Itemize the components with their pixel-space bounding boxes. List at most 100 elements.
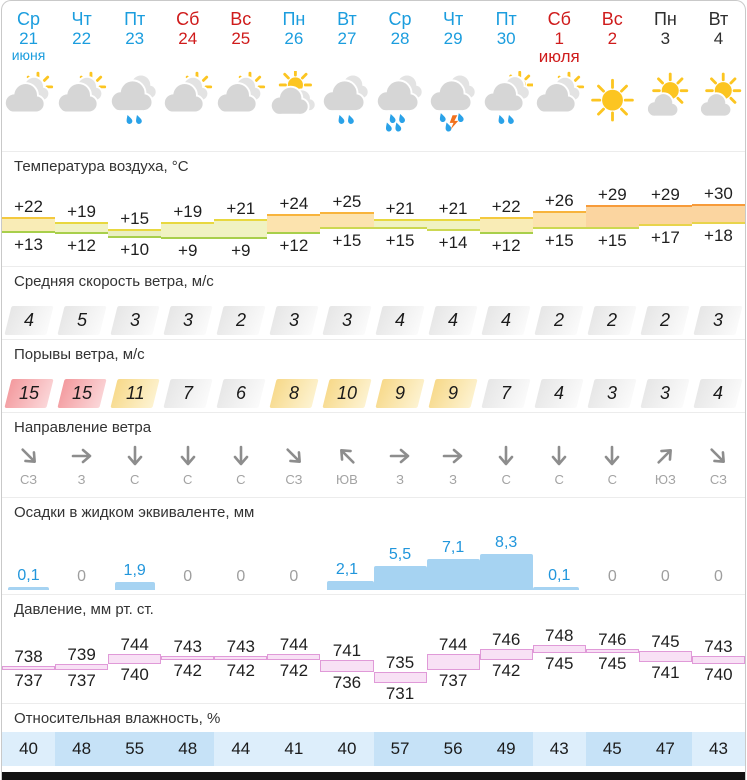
day-date: 21 bbox=[19, 29, 38, 48]
wind-direction-cell: С bbox=[214, 441, 267, 497]
wind-direction-cell: СЗ bbox=[692, 441, 745, 497]
gust-value: 3 bbox=[660, 383, 671, 403]
wind-speed-value: 2 bbox=[235, 310, 246, 330]
pressure-band-segment bbox=[2, 666, 56, 671]
precip-bar bbox=[426, 559, 480, 590]
pressure-column: 746 742 bbox=[479, 623, 533, 703]
gust-value: 15 bbox=[71, 383, 92, 403]
wind-direction-arrow-icon bbox=[586, 443, 639, 469]
temp-band-segment bbox=[585, 205, 639, 230]
day-cell[interactable]: Сб 1 июля bbox=[533, 1, 586, 66]
temperature-column: +15 +10 bbox=[108, 180, 162, 266]
gust-pill: 11 bbox=[110, 379, 160, 408]
temperature-column: +21 +15 bbox=[373, 180, 427, 266]
humidity-cell: 43 bbox=[691, 732, 745, 766]
wind-speed-cell: 2 bbox=[639, 299, 692, 335]
pressure-max: 745 bbox=[651, 632, 680, 652]
pressure-section: Давление, мм рт. ст. 738 737 739 737 744 740 7… bbox=[2, 594, 745, 703]
temp-min: +15 bbox=[332, 231, 362, 251]
precipitation-label: Осадки в жидком эквиваленте, мм bbox=[2, 497, 745, 526]
pressure-column: 738 737 bbox=[2, 623, 56, 703]
gusts-row: 15 15 11 7 6 8 10 9 9 7 4 3 3 4 bbox=[2, 368, 745, 412]
pressure-column: 744 740 bbox=[108, 623, 162, 703]
gust-pill: 8 bbox=[269, 379, 319, 408]
temp-max: +19 bbox=[173, 202, 203, 222]
precip-bar bbox=[479, 554, 533, 590]
pressure-chart: 738 737 739 737 744 740 743 742 743 742 744 742 741 7… bbox=[2, 623, 745, 703]
precip-column: 5,5 bbox=[373, 526, 427, 594]
day-name: Пт bbox=[124, 9, 146, 29]
wind-direction-label: С bbox=[236, 472, 246, 487]
day-cell[interactable]: Ср 21 июня bbox=[2, 1, 55, 63]
pressure-band-segment bbox=[426, 653, 480, 671]
humidity-section: Относительная влажность, % 40 48 55 48 44 41 4… bbox=[2, 703, 745, 766]
temp-min: +13 bbox=[14, 234, 43, 254]
temp-max: +15 bbox=[120, 209, 150, 229]
precip-value: 0 bbox=[77, 568, 87, 585]
widget-bottom-edge bbox=[2, 772, 745, 780]
temperature-column: +29 +17 bbox=[638, 180, 692, 266]
wind-speed-value: 3 bbox=[182, 310, 193, 330]
day-cell[interactable]: Вт 4 bbox=[692, 1, 745, 63]
pressure-max: 748 bbox=[545, 626, 574, 646]
direction-row: СЗ З С С С СЗ ЮВ З З С С С ЮЗ СЗ bbox=[2, 441, 745, 497]
gust-value: 4 bbox=[554, 383, 565, 403]
wind-direction-cell: ЮЗ bbox=[639, 441, 692, 497]
humidity-label: Относительная влажность, % bbox=[2, 703, 745, 732]
wind-speed-pill: 3 bbox=[322, 306, 372, 335]
pressure-max: 744 bbox=[120, 634, 149, 654]
temp-max: +21 bbox=[438, 199, 468, 218]
precip-bar bbox=[326, 580, 374, 590]
day-date: 1 июля bbox=[538, 29, 580, 66]
day-cell[interactable]: Вт 27 bbox=[320, 1, 373, 63]
wind-direction-arrow-icon bbox=[161, 443, 214, 469]
wind-direction-arrow-icon bbox=[533, 443, 586, 469]
day-cell[interactable]: Сб 24 bbox=[161, 1, 214, 63]
temperature-column: +21 +14 bbox=[426, 180, 480, 266]
dates-header: Ср 21 июня Чт 22 Пт 23 Сб 24 Вс 25 Пн 26 Вт 27 Ср 28 Чт 29… bbox=[2, 1, 745, 66]
humidity-row: 40 48 55 48 44 41 40 57 56 49 43 45 47 43 bbox=[2, 732, 745, 766]
day-cell[interactable]: Чт 29 bbox=[427, 1, 480, 63]
temp-band-segment bbox=[479, 217, 533, 235]
humidity-cell: 57 bbox=[373, 732, 427, 766]
day-date: 23 bbox=[125, 29, 145, 48]
day-cell[interactable]: Пн 3 bbox=[639, 1, 692, 63]
precip-value: 0 bbox=[714, 568, 723, 585]
day-cell[interactable]: Пн 26 bbox=[267, 1, 320, 63]
temp-min: +12 bbox=[491, 236, 521, 256]
weather-icon-rain-heavy bbox=[374, 63, 427, 151]
gust-cell: 6 bbox=[214, 372, 267, 408]
pressure-min: 742 bbox=[226, 660, 255, 680]
day-cell[interactable]: Пт 23 bbox=[108, 1, 161, 63]
day-name: Ср bbox=[17, 9, 41, 29]
gust-cell: 3 bbox=[586, 372, 639, 408]
weather-icon-partly-cloudy bbox=[161, 63, 214, 151]
gust-value: 11 bbox=[125, 383, 145, 403]
gust-cell: 7 bbox=[480, 372, 533, 408]
day-cell[interactable]: Пт 30 bbox=[480, 1, 533, 63]
humidity-cell: 48 bbox=[55, 732, 109, 766]
pressure-max: 743 bbox=[173, 636, 202, 656]
humidity-cell: 55 bbox=[108, 732, 162, 766]
wind-speed-cell: 2 bbox=[586, 299, 639, 335]
pressure-min: 742 bbox=[491, 660, 521, 680]
icons-row bbox=[2, 63, 745, 151]
pressure-max: 738 bbox=[14, 647, 43, 667]
day-name: Вт bbox=[708, 9, 729, 29]
wind-speed-pill: 4 bbox=[375, 306, 425, 335]
wind-direction-arrow-icon bbox=[427, 443, 480, 469]
weather-icon-partly-cloudy bbox=[533, 63, 586, 151]
wind-direction-cell: З bbox=[427, 441, 480, 497]
day-cell[interactable]: Вс 25 bbox=[214, 1, 267, 63]
gust-pill: 3 bbox=[640, 379, 690, 408]
day-date: 22 bbox=[72, 29, 92, 48]
wind-speed-pill: 3 bbox=[163, 306, 213, 335]
day-cell[interactable]: Вс 2 bbox=[586, 1, 639, 63]
temp-max: +21 bbox=[385, 199, 415, 218]
temp-band-segment bbox=[426, 219, 480, 231]
day-name: Чт bbox=[71, 9, 92, 29]
humidity-cell: 48 bbox=[161, 732, 215, 766]
day-cell[interactable]: Чт 22 bbox=[55, 1, 108, 63]
day-date: 28 bbox=[390, 29, 410, 48]
day-cell[interactable]: Ср 28 bbox=[374, 1, 427, 63]
